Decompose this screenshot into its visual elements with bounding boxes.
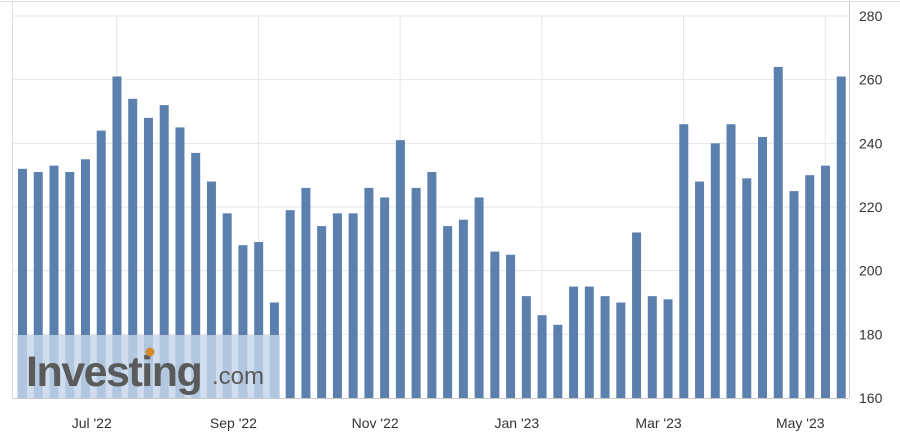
bar	[191, 152, 201, 398]
bar	[474, 197, 484, 398]
bar	[679, 124, 689, 398]
bar	[49, 165, 59, 398]
watermark-band	[17, 335, 280, 398]
bar	[128, 98, 138, 399]
bar	[506, 254, 516, 398]
bar	[584, 286, 594, 398]
watermark-dot-icon	[145, 347, 155, 357]
bar	[80, 159, 90, 398]
bar	[458, 219, 468, 398]
x-axis-tick-labels: Jul '22 Sep '22 Nov '22 Jan '23 Mar '23 May '…	[72, 415, 825, 431]
bar	[521, 296, 531, 398]
x-tick-label: Mar '23	[635, 415, 681, 431]
bar	[348, 213, 358, 398]
bar	[238, 245, 248, 398]
bar	[427, 171, 437, 398]
bar	[820, 165, 830, 398]
bar	[537, 315, 547, 398]
bar	[710, 143, 720, 398]
bar	[332, 213, 342, 398]
bar	[490, 251, 500, 398]
bar	[65, 171, 75, 398]
bar	[773, 66, 783, 398]
bar	[96, 130, 106, 398]
bar	[553, 324, 563, 398]
bar	[443, 226, 453, 398]
x-tick-label: Nov '22	[352, 415, 399, 431]
bar	[364, 187, 374, 398]
bar	[695, 181, 705, 398]
bar	[254, 242, 264, 398]
bar	[569, 286, 579, 398]
bar	[600, 296, 610, 398]
bar	[301, 187, 311, 398]
bar	[285, 210, 295, 398]
bar	[143, 117, 153, 398]
bar	[836, 76, 846, 398]
bar	[175, 127, 185, 399]
axis-layer	[0, 1, 900, 399]
y-tick-label: 200	[859, 263, 883, 279]
bar	[758, 136, 768, 398]
bar	[206, 181, 216, 398]
y-tick-label: 160	[859, 390, 883, 406]
bar	[159, 105, 169, 398]
watermark-brand-text: Investing	[26, 348, 201, 396]
bar	[632, 232, 642, 398]
bar	[663, 299, 673, 398]
bar	[789, 191, 799, 398]
x-tick-label: May '23	[776, 415, 825, 431]
bar	[647, 296, 657, 398]
y-tick-label: 240	[859, 135, 883, 151]
bar	[18, 168, 27, 398]
bar	[33, 171, 43, 398]
bar	[317, 226, 327, 398]
bar	[805, 175, 815, 398]
bar	[742, 178, 752, 398]
bar	[395, 140, 405, 398]
bar	[222, 213, 232, 398]
y-tick-label: 220	[859, 199, 883, 215]
y-tick-label: 280	[859, 8, 883, 24]
investing-watermark: Investing .com	[17, 335, 280, 398]
bar	[616, 302, 626, 398]
bar	[726, 124, 736, 398]
y-axis-tick-labels: 160 180 200 220 240 260 280	[859, 8, 883, 406]
x-tick-label: Jul '22	[72, 415, 112, 431]
bar	[112, 76, 122, 398]
x-tick-label: Jan '23	[494, 415, 539, 431]
bar	[411, 187, 421, 398]
y-tick-label: 260	[859, 72, 883, 88]
x-tick-label: Sep '22	[210, 415, 257, 431]
watermark-suffix-text: .com	[212, 363, 264, 390]
y-tick-label: 180	[859, 326, 883, 342]
bar	[380, 197, 390, 398]
